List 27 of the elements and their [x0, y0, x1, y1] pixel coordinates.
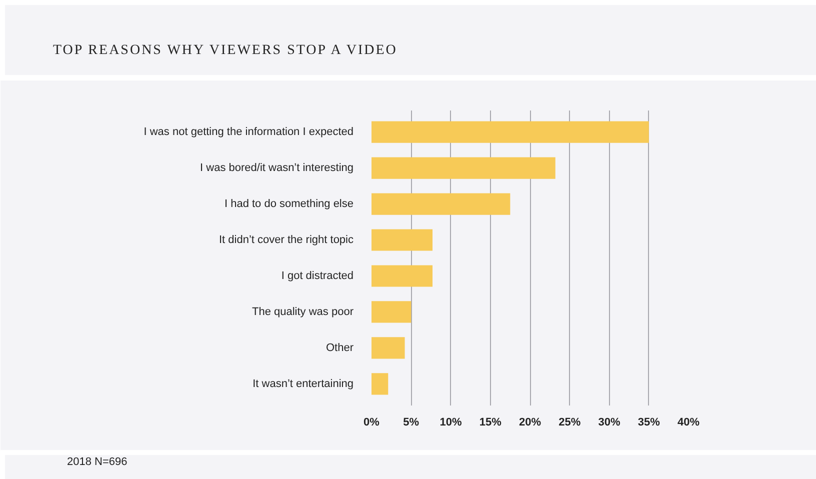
x-tick-label: 5%	[403, 416, 420, 428]
bar	[372, 301, 412, 323]
bar	[372, 373, 388, 395]
x-tick-label: 35%	[638, 416, 660, 428]
x-tick-label: 25%	[558, 416, 581, 428]
bar	[372, 121, 649, 143]
bar	[372, 265, 433, 287]
bar	[372, 193, 510, 215]
y-tick-label: It didn’t cover the right topic	[218, 234, 354, 246]
y-tick-label: Other	[326, 342, 354, 354]
y-tick-label: I got distracted	[281, 270, 354, 282]
x-tick-label: 40%	[677, 416, 700, 428]
text: TOP REASONS WHY VIEWERS STOP A VIDEO	[53, 42, 398, 60]
bar	[372, 229, 433, 251]
y-tick-label: I had to do something else	[224, 198, 354, 210]
x-tick-label: 15%	[479, 416, 502, 428]
y-tick-label: It wasn’t entertaining	[252, 378, 354, 390]
bar	[372, 157, 556, 179]
bar	[372, 337, 405, 359]
text: 2018 N=696	[67, 455, 128, 470]
x-tick-label: 30%	[598, 416, 620, 428]
x-tick-label: 10%	[440, 416, 462, 428]
y-tick-label: The quality was poor	[252, 306, 354, 318]
x-tick-label: 20%	[518, 416, 542, 428]
y-tick-label: I was not getting the information I expected	[144, 126, 354, 138]
y-tick-label: I was bored/it wasn’t interesting	[200, 162, 354, 174]
x-tick-label: 0%	[364, 416, 380, 428]
